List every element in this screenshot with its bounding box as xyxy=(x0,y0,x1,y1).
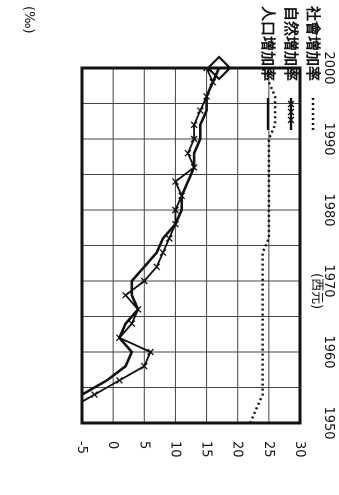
series-point-2 xyxy=(171,220,179,228)
legend-label-2: 自然增加率 xyxy=(282,6,300,81)
series-point-2 xyxy=(190,135,198,143)
series-point-2 xyxy=(178,192,186,200)
series-point-2 xyxy=(128,320,136,328)
series-point-2 xyxy=(48,420,54,426)
series-layer xyxy=(48,55,277,426)
x-tick-labels: 1950 1960 1970 1980 1990 2000 xyxy=(321,51,336,439)
series-point-2 xyxy=(122,291,130,299)
series-point-2 xyxy=(184,149,192,157)
legend: 人口增加率 自然增加率 社會增加率 xyxy=(259,5,322,130)
legend-swatch-marker xyxy=(287,116,295,124)
y-axis-title: (‰) xyxy=(21,6,36,34)
x-tick-label: 1950 xyxy=(321,406,336,439)
series-point-2 xyxy=(140,362,148,370)
y-tick-label: 20 xyxy=(230,441,245,458)
series-point-2 xyxy=(159,249,167,257)
y-tick-label: -5 xyxy=(74,441,89,454)
series-point-2 xyxy=(140,277,148,285)
series-point-2 xyxy=(165,234,173,242)
legend-label-3: 社會增加率 xyxy=(304,5,322,81)
legend-swatch-marker xyxy=(287,100,295,108)
series-line-3 xyxy=(249,68,277,423)
series-line-2 xyxy=(82,68,214,423)
x-tick-label: 1970 xyxy=(321,264,336,297)
series-point-2 xyxy=(196,107,204,115)
series-end-marker xyxy=(206,55,232,81)
plot-frame xyxy=(80,66,302,425)
x-tick-label: 1980 xyxy=(321,193,336,226)
series-point-2 xyxy=(209,78,217,86)
y-tick-label: 5 xyxy=(136,441,151,449)
series-point-2 xyxy=(190,163,198,171)
y-tick-label: 10 xyxy=(167,441,182,458)
y-tick-label: 30 xyxy=(292,441,307,458)
y-tick-label: 25 xyxy=(261,441,276,458)
series-line-1 xyxy=(82,68,221,423)
legend-swatch-marker xyxy=(287,108,295,116)
series-point-2 xyxy=(67,406,73,412)
x-axis-title: (西元) xyxy=(309,273,324,309)
y-tick-label: 15 xyxy=(199,441,214,458)
series-point-2 xyxy=(134,305,142,313)
series-point-2 xyxy=(171,178,179,186)
legend-label-1: 人口增加率 xyxy=(259,6,277,81)
x-tick-label: 1990 xyxy=(321,122,336,155)
series-point-2 xyxy=(171,206,179,214)
series-point-2 xyxy=(90,391,98,399)
series-point-2 xyxy=(203,92,211,100)
series-point-2 xyxy=(147,348,154,356)
series-point-2 xyxy=(115,376,123,384)
series-point-2 xyxy=(153,263,161,271)
series-point-2 xyxy=(190,121,198,129)
series-point-2 xyxy=(115,334,123,342)
y-tick-label: 0 xyxy=(105,441,120,449)
x-tick-label: 1960 xyxy=(321,335,336,368)
y-tick-labels: 30 25 20 15 10 5 0 -5 xyxy=(74,441,307,458)
x-tick-label: 2000 xyxy=(321,51,336,84)
plot-area xyxy=(48,55,302,426)
